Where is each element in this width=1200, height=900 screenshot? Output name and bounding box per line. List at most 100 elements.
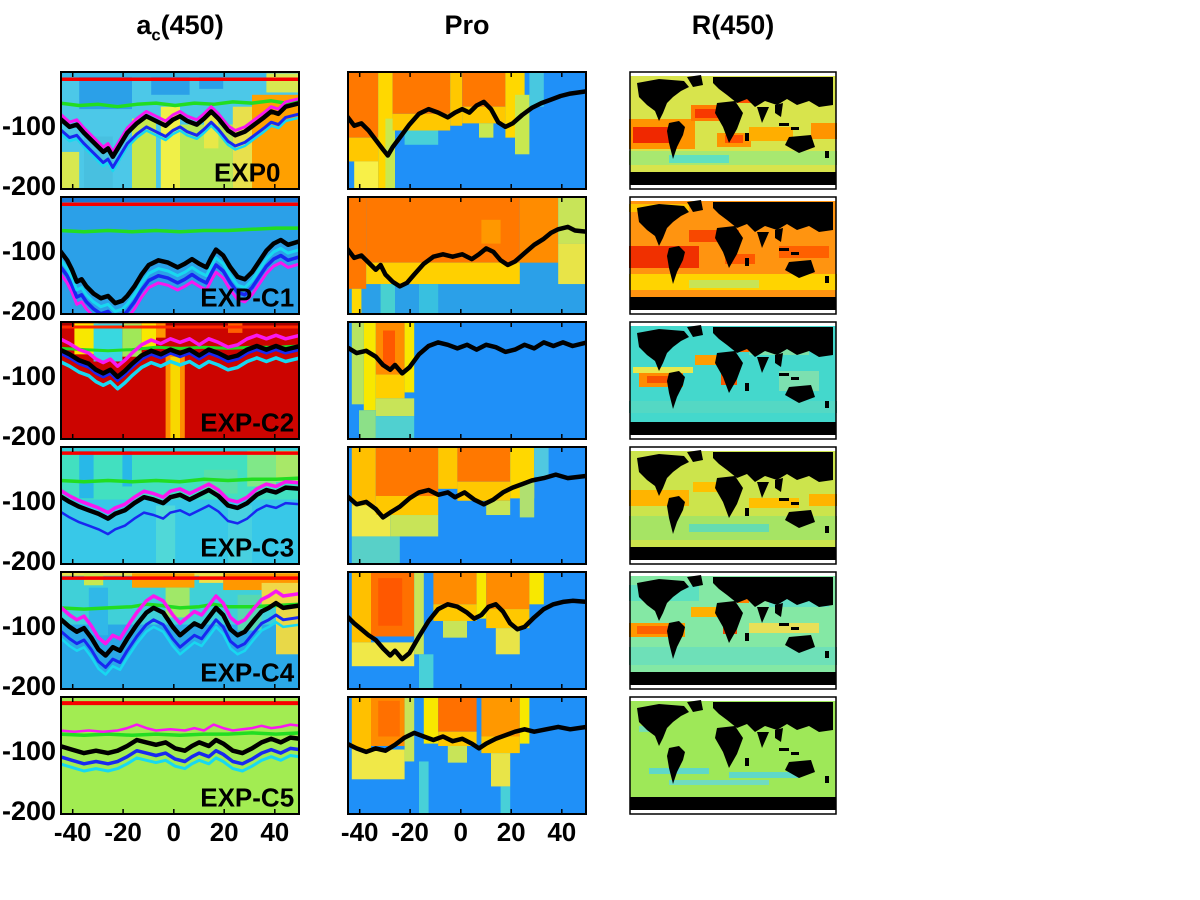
x-tick-label: 40 xyxy=(260,817,290,847)
green-contour-line xyxy=(60,731,300,738)
blue-contour-line xyxy=(60,348,300,382)
col-title-ac450-sub: c xyxy=(151,25,161,45)
continent-shape xyxy=(713,702,833,732)
y-tick-label: -200 xyxy=(1,171,56,202)
x-tick-label: -20 xyxy=(391,817,429,847)
y-tick-label: -200 xyxy=(1,296,56,327)
y-tick-label: -200 xyxy=(1,421,56,452)
continent-shape xyxy=(715,351,743,393)
magenta-contour-line xyxy=(60,96,300,154)
pro-panel-EXP-C1 xyxy=(347,196,587,315)
ocean-field-patch xyxy=(689,524,769,532)
continent-shape xyxy=(715,476,743,518)
black-contour-line xyxy=(60,485,300,521)
continent-shape xyxy=(757,357,769,373)
col-title-ac450-paren: (450) xyxy=(160,10,224,40)
continent-shape xyxy=(775,603,783,617)
ocean-field-patch xyxy=(749,127,793,141)
col-title-pro: Pro xyxy=(444,10,490,40)
continent-shape xyxy=(637,329,689,371)
continent-shape xyxy=(637,704,689,746)
continent-shape xyxy=(687,450,703,462)
map-panel-EXP-C2 xyxy=(629,321,837,440)
x-tick-label: -40 xyxy=(340,817,379,847)
continent-shape xyxy=(667,371,685,409)
antarctica-shape xyxy=(630,172,836,185)
green-contour-line xyxy=(60,602,300,611)
continent-shape xyxy=(713,202,833,232)
ocean-field-patch xyxy=(737,98,755,103)
y-tick-label: -200 xyxy=(1,546,56,577)
continent-shape xyxy=(637,79,689,121)
continent-shape xyxy=(713,327,833,357)
continent-shape xyxy=(687,575,703,587)
blue-contour-line xyxy=(60,112,300,169)
green-contour-line xyxy=(60,476,300,484)
ocean-field-patch xyxy=(669,780,769,785)
black-contour-line xyxy=(60,343,300,380)
continent-shape xyxy=(785,635,815,653)
black-contour-line xyxy=(347,88,587,158)
continent-shape xyxy=(715,726,743,768)
x-tick-label: 20 xyxy=(209,817,239,847)
continent-shape xyxy=(757,482,769,498)
black-contour-line xyxy=(347,472,587,520)
cyan-contour-line xyxy=(60,356,300,391)
continent-shape xyxy=(775,353,783,367)
map-panel-EXP-C1 xyxy=(629,196,837,315)
ocean-field-patch xyxy=(809,494,837,506)
col-title-ac450: ac(450) xyxy=(60,10,300,45)
ocean-field-patch xyxy=(637,626,671,634)
map-panel-EXP-C5 xyxy=(629,696,837,815)
black-contour-line xyxy=(60,100,300,159)
y-tick-label: -100 xyxy=(1,610,56,641)
continent-shape xyxy=(637,579,689,621)
green-contour-line xyxy=(60,226,300,234)
y-tick-label: -100 xyxy=(1,235,56,266)
black-contour-line xyxy=(60,735,300,756)
continent-shape xyxy=(715,226,743,268)
blue-contour-line xyxy=(60,613,300,669)
col-title-r450: R(450) xyxy=(691,10,775,40)
continent-shape xyxy=(667,121,685,159)
pro-panel-EXP-C5 xyxy=(347,696,587,815)
map-panel-EXP0 xyxy=(629,71,837,190)
blue-contour-line xyxy=(60,501,300,536)
section-panel-EXP-C1: EXP-C1 xyxy=(60,196,300,315)
section-panel-EXP-C4: EXP-C4 xyxy=(60,571,300,690)
continent-shape xyxy=(775,728,783,742)
ocean-field-patch xyxy=(749,623,819,633)
ocean-field-patch xyxy=(647,376,669,383)
y-tick-label: -100 xyxy=(1,485,56,516)
black-contour-line xyxy=(60,237,300,306)
continent-shape xyxy=(687,75,703,87)
continent-shape xyxy=(687,700,703,712)
continent-shape xyxy=(667,746,685,784)
continent-shape xyxy=(637,454,689,496)
cyan-contour-line xyxy=(60,620,300,676)
ocean-field-patch xyxy=(649,768,709,774)
cyan-contour-line xyxy=(60,754,300,773)
continent-shape xyxy=(757,107,769,123)
section-panel-EXP0: EXP0 xyxy=(60,71,300,190)
y-tick-label: -200 xyxy=(1,671,56,702)
black-contour-line xyxy=(347,724,587,755)
x-tick-label: -40 xyxy=(53,817,92,847)
pro-panel-EXP-C2 xyxy=(347,321,587,440)
blue-contour-line xyxy=(60,253,300,315)
pro-panel-EXP-C4 xyxy=(347,571,587,690)
continent-shape xyxy=(715,601,743,643)
black-contour-line xyxy=(347,340,587,376)
continent-shape xyxy=(775,478,783,492)
magenta-contour-line xyxy=(60,479,300,515)
continent-shape xyxy=(637,204,689,246)
panel-label: EXP-C5 xyxy=(200,783,294,813)
y-tick-label: -200 xyxy=(1,796,56,827)
ocean-field-patch xyxy=(725,135,743,143)
continent-shape xyxy=(785,510,815,528)
ocean-field-patch xyxy=(633,367,693,373)
cyan-contour-line xyxy=(60,116,300,173)
continent-shape xyxy=(775,228,783,242)
ocean-field-patch xyxy=(629,401,837,413)
pro-panel-EXP0 xyxy=(347,71,587,190)
